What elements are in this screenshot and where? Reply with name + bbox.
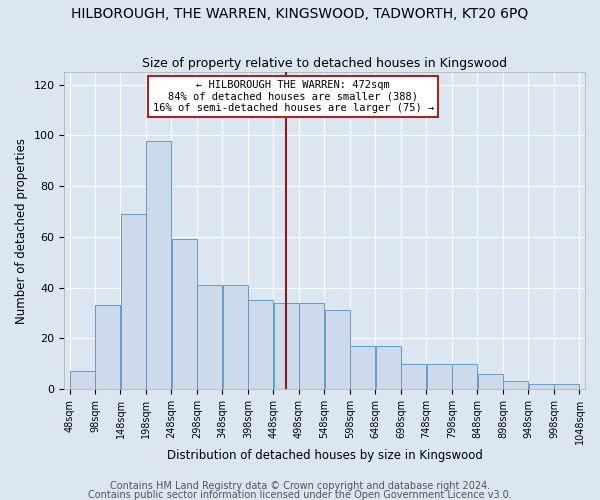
Bar — [478, 374, 503, 389]
Text: HILBOROUGH, THE WARREN, KINGSWOOD, TADWORTH, KT20 6PQ: HILBOROUGH, THE WARREN, KINGSWOOD, TADWO… — [71, 8, 529, 22]
Bar — [172, 240, 197, 389]
Bar — [529, 384, 554, 389]
Bar — [248, 300, 274, 389]
Bar — [95, 306, 121, 389]
Bar — [503, 382, 529, 389]
Text: ← HILBOROUGH THE WARREN: 472sqm
84% of detached houses are smaller (388)
16% of : ← HILBOROUGH THE WARREN: 472sqm 84% of d… — [152, 80, 434, 113]
Text: Contains public sector information licensed under the Open Government Licence v3: Contains public sector information licen… — [88, 490, 512, 500]
Bar — [121, 214, 146, 389]
X-axis label: Distribution of detached houses by size in Kingswood: Distribution of detached houses by size … — [167, 450, 482, 462]
Bar — [274, 303, 299, 389]
Bar — [452, 364, 478, 389]
Bar — [299, 303, 325, 389]
Title: Size of property relative to detached houses in Kingswood: Size of property relative to detached ho… — [142, 56, 507, 70]
Bar — [70, 371, 95, 389]
Bar — [376, 346, 401, 389]
Bar — [325, 310, 350, 389]
Bar — [223, 285, 248, 389]
Bar — [350, 346, 376, 389]
Y-axis label: Number of detached properties: Number of detached properties — [15, 138, 28, 324]
Bar — [146, 140, 172, 389]
Text: Contains HM Land Registry data © Crown copyright and database right 2024.: Contains HM Land Registry data © Crown c… — [110, 481, 490, 491]
Bar — [401, 364, 427, 389]
Bar — [427, 364, 452, 389]
Bar — [554, 384, 580, 389]
Bar — [197, 285, 223, 389]
